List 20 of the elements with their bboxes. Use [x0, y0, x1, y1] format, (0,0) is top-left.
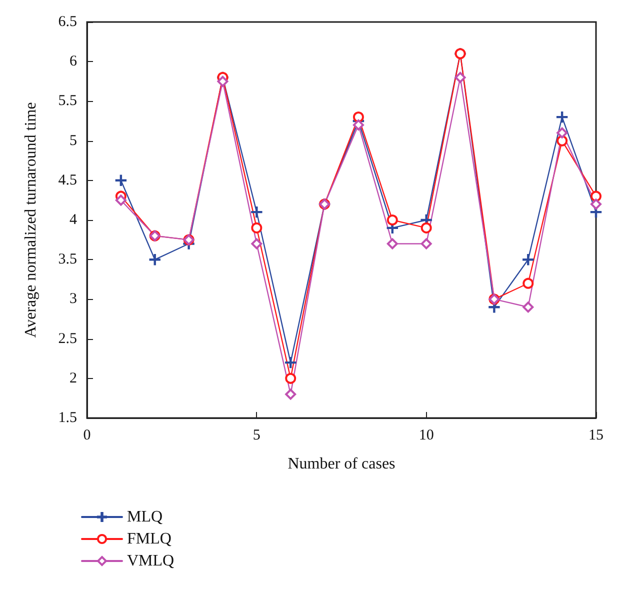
y-tick-label: 3: [70, 291, 77, 308]
y-axis-title: Average normalized turnaround time: [22, 102, 40, 338]
legend-label: MLQ: [127, 508, 163, 526]
y-tick-label: 4: [70, 212, 78, 228]
y-tick-label: 5.5: [58, 93, 77, 110]
x-axis-title: Number of cases: [288, 456, 396, 472]
y-tick-label: 6.5: [58, 14, 77, 30]
y-tick-label: 6: [70, 54, 78, 70]
y-tick-label: 3.5: [58, 252, 77, 268]
y-tick-label: 4.5: [58, 172, 77, 188]
y-tick-label: 1.5: [58, 410, 77, 426]
y-tick-label: 2: [70, 370, 77, 386]
x-tick-label: 0: [83, 428, 91, 444]
x-tick-label: 15: [588, 428, 604, 444]
y-tick-label: 2.5: [58, 330, 77, 347]
x-tick-label: 10: [418, 428, 434, 444]
x-tick-label: 5: [252, 428, 260, 444]
y-tick-label: 5: [70, 132, 77, 149]
legend-label: FMLQ: [127, 530, 172, 548]
legend-label: VMLQ: [127, 552, 175, 570]
